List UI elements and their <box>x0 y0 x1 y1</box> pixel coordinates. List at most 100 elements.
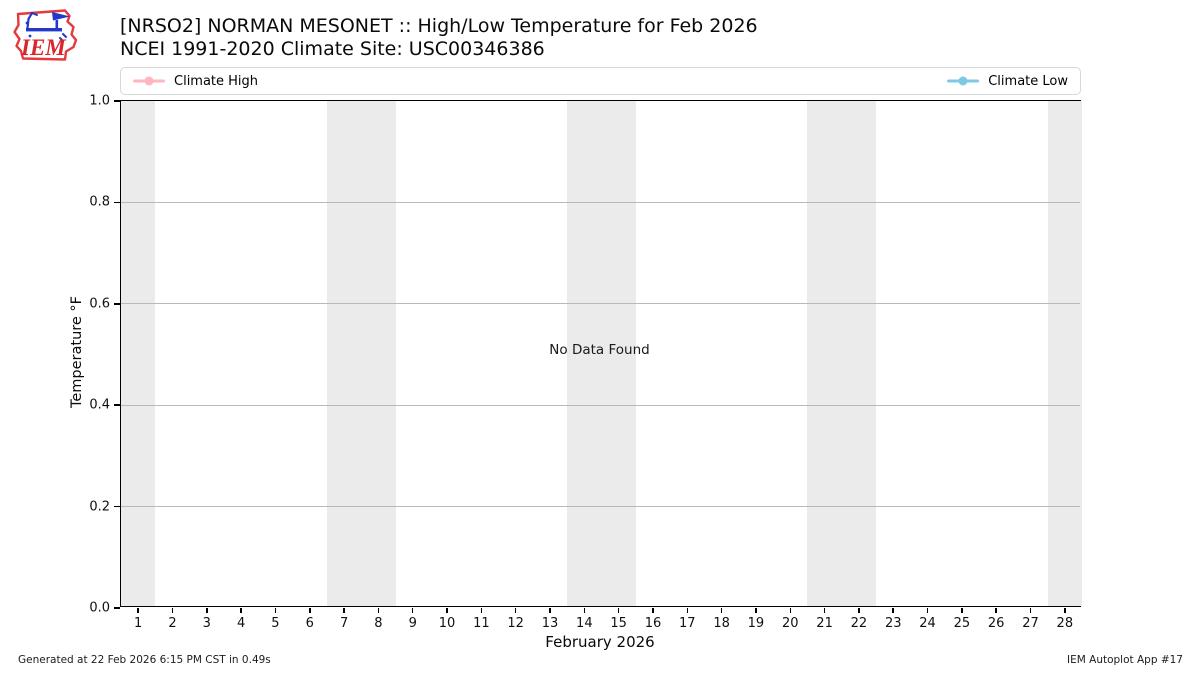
x-tick-mark <box>858 608 860 613</box>
x-tick-mark <box>549 608 551 613</box>
y-tick-label: 0.4 <box>89 397 110 413</box>
x-tick-label: 8 <box>374 616 383 631</box>
x-tick-label: 24 <box>919 616 936 631</box>
gridline <box>121 506 1080 508</box>
x-axis-label: February 2026 <box>545 633 655 651</box>
y-tick-label: 0.2 <box>89 499 110 515</box>
x-tick-label: 7 <box>339 616 349 631</box>
y-tick-label: 0.8 <box>89 194 110 210</box>
x-tick-mark <box>961 608 963 613</box>
legend-dot <box>958 76 968 86</box>
weekend-band <box>567 101 636 606</box>
weekend-band <box>1047 101 1082 606</box>
x-tick-label: 23 <box>884 616 902 631</box>
gridline <box>121 201 1080 203</box>
x-tick-mark <box>480 608 483 613</box>
x-tick-mark <box>446 608 448 613</box>
chart-title: [NRSO2] NORMAN MESONET :: High/Low Tempe… <box>120 15 758 37</box>
iowa-outline-icon <box>13 9 78 61</box>
x-tick-mark <box>617 608 620 613</box>
x-tick-label: 27 <box>1022 616 1039 631</box>
legend-label: Climate Low <box>988 73 1068 89</box>
weathervane-icon <box>25 11 70 42</box>
x-tick-label: 22 <box>850 616 868 631</box>
x-tick-mark <box>171 608 174 613</box>
no-data-message: No Data Found <box>549 341 650 358</box>
iem-logo-text: IEM <box>20 35 67 60</box>
x-tick-mark <box>206 608 208 613</box>
x-tick-label: 18 <box>713 616 730 631</box>
y-tick-label: 1.0 <box>89 93 110 109</box>
x-tick-label: 2 <box>168 616 177 631</box>
x-tick-mark <box>686 608 689 613</box>
x-tick-mark <box>1029 608 1032 613</box>
app-credit: IEM Autoplot App #17 <box>1067 654 1183 666</box>
x-tick-label: 25 <box>953 616 971 631</box>
x-tick-mark <box>720 608 723 613</box>
x-tick-mark <box>789 608 792 613</box>
gridline <box>121 404 1080 406</box>
x-tick-mark <box>411 608 414 613</box>
x-tick-label: 10 <box>438 616 456 631</box>
x-tick-label: 17 <box>679 616 696 631</box>
x-tick-label: 20 <box>781 616 799 631</box>
x-tick-mark <box>995 608 997 613</box>
y-tick-mark <box>114 303 120 305</box>
legend-line-marker-icon <box>133 76 165 87</box>
plot-area: No Data Found 1 2 3 4 5 6 7 8 9 10 11 12 13 14 15 16 17 1… <box>89 94 1082 631</box>
x-tick-label: 6 <box>305 616 314 631</box>
chart-subtitle: NCEI 1991-2020 Climate Site: USC00346386 <box>120 38 545 60</box>
x-tick-mark <box>309 608 311 613</box>
chart-title-block: [NRSO2] NORMAN MESONET :: High/Low Tempe… <box>120 15 758 61</box>
x-tick-label: 19 <box>747 616 765 631</box>
x-tick-mark <box>892 608 894 613</box>
x-tick-mark <box>377 608 380 613</box>
legend-dot <box>144 76 154 86</box>
x-tick-mark <box>755 608 757 613</box>
legend-line-marker-icon <box>947 76 980 87</box>
y-tick-mark <box>114 100 120 102</box>
x-tick-mark <box>652 608 654 613</box>
weekend-band <box>807 101 877 606</box>
gridline <box>121 303 1080 305</box>
x-tick-mark <box>514 608 517 613</box>
legend-entry-climate-low: Climate Low <box>947 74 1068 89</box>
x-tick-label: 21 <box>816 616 833 631</box>
x-tick-label: 28 <box>1056 616 1074 631</box>
y-axis-label: Temperature °F <box>69 295 85 409</box>
x-tick-label: 12 <box>507 616 524 631</box>
x-tick-mark <box>823 608 826 613</box>
generated-timestamp: Generated at 22 Feb 2026 6:15 PM CST in … <box>18 654 271 666</box>
x-tick-mark <box>240 608 242 613</box>
y-tick-mark <box>114 607 120 609</box>
x-tick-label: 1 <box>134 616 143 631</box>
x-tick-mark <box>274 608 277 613</box>
legend: Climate High Climate Low <box>120 67 1081 95</box>
x-tick-label: 16 <box>644 616 662 631</box>
x-tick-mark <box>343 608 345 613</box>
x-tick-label: 26 <box>987 616 1005 631</box>
x-tick-mark <box>1064 608 1066 613</box>
weekend-band <box>326 101 396 606</box>
y-tick-mark <box>114 505 120 508</box>
x-tick-label: 3 <box>202 616 211 631</box>
y-tick-mark <box>114 201 120 204</box>
y-tick-label: 0.0 <box>89 600 110 616</box>
x-tick-label: 15 <box>610 616 627 631</box>
legend-entry-climate-high: Climate High <box>133 74 258 89</box>
x-tick-label: 9 <box>408 616 417 631</box>
x-tick-mark <box>926 608 929 613</box>
x-tick-label: 4 <box>236 616 246 631</box>
x-tick-label: 13 <box>541 616 559 631</box>
y-tick-mark <box>114 404 120 406</box>
x-tick-label: 14 <box>576 616 593 631</box>
y-tick-label: 0.6 <box>89 296 110 312</box>
legend-label: Climate High <box>174 73 259 89</box>
iem-logo: IEM <box>13 9 78 61</box>
x-tick-label: 5 <box>271 616 280 631</box>
weekend-band <box>121 101 156 606</box>
x-tick-mark <box>137 608 139 613</box>
x-tick-mark <box>583 608 586 613</box>
x-tick-label: 11 <box>473 616 490 631</box>
